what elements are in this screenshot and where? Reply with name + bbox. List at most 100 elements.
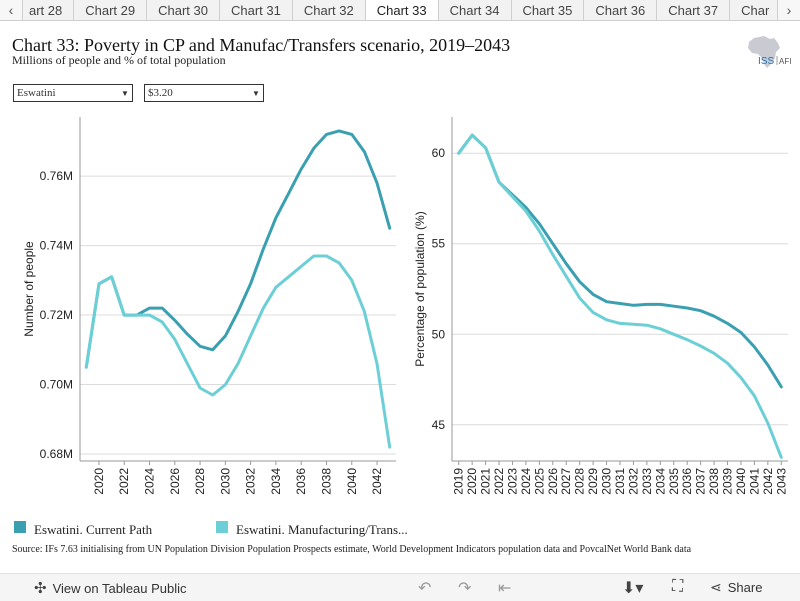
x-tick-label: 2025 [532,468,546,495]
x-tick-label: 2019 [452,468,466,495]
tab-chart-34[interactable]: Chart 34 [438,0,512,20]
x-tick-label: 2026 [168,468,182,495]
x-tick-label: 2031 [613,468,627,495]
download-icon[interactable]: ⬇▾ [622,580,644,597]
x-tick-label: 2040 [734,468,748,495]
legend-label-manufacturing: Eswatini. Manufacturing/Trans... [236,522,408,537]
x-tick-label: 2033 [640,468,654,495]
x-tick-label: 2042 [370,468,384,495]
tab-bar: ‹ art 28 Chart 29 Chart 30 Chart 31 Char… [0,0,800,21]
x-tick-label: 2020 [465,468,479,495]
legend-manufacturing[interactable]: Eswatini. Manufacturing/Trans... [216,512,408,538]
tab-scroll-right-icon[interactable]: › [777,0,800,20]
tab-chart-30[interactable]: Chart 30 [147,0,220,20]
chart-subtitle: Millions of people and % of total popula… [12,53,226,67]
x-tick-label: 2038 [319,468,333,495]
y-tick-label: 0.70M [40,378,73,392]
x-tick-label: 2034 [269,468,283,495]
x-tick-label: 2028 [573,468,587,495]
legend-swatch-current-path [14,521,26,533]
view-on-tableau-public-link[interactable]: ✣ View on Tableau Public [34,579,187,597]
country-dropdown[interactable]: Eswatini ▼ [13,84,133,102]
tab-chart-35[interactable]: Chart 35 [511,0,585,20]
x-tick-label: 2032 [626,468,640,495]
chart-population-percent: 45 50 55 60 2019 2020 2021 2022 2023 2024 2025 2026… [413,117,788,495]
y-tick-label: 55 [432,237,446,251]
x-tick-label: 2024 [519,468,533,495]
poverty-line-dropdown[interactable]: $3.20 ▼ [144,84,264,102]
x-tick-label: 2040 [345,468,359,495]
logo-afi-text: AFI [779,57,791,66]
tab-chart-37[interactable]: Chart 37 [657,0,731,20]
x-tick-label: 2022 [117,468,131,495]
series-line-current-path[interactable] [84,129,392,369]
series-line-current-path[interactable] [457,133,783,389]
x-tick-label: 2020 [92,468,106,495]
africa-map-icon [748,36,780,68]
y-axis-title: Number of people [22,241,36,337]
tab-chart-33[interactable]: Chart 33 [365,0,439,20]
x-tick-label: 2024 [143,468,157,495]
x-tick-label: 2032 [244,468,258,495]
tab-list: art 28 Chart 29 Chart 30 Chart 31 Chart … [23,0,779,20]
tab-chart-31[interactable]: Chart 31 [220,0,293,20]
x-tick-label: 2036 [680,468,694,495]
logo-iss-text: ISS [758,56,774,67]
x-tick-label: 2035 [667,468,681,495]
legend-swatch-manufacturing [216,521,228,533]
x-tick-label: 2029 [586,468,600,495]
tab-chart-38[interactable]: Char [730,0,779,20]
chart-people-count: 0.68M 0.70M 0.72M 0.74M 0.76M 2020 2022 2024 202… [22,117,396,495]
chart-title: Chart 33: Poverty in CP and Manufac/Tran… [12,35,511,55]
x-tick-label: 2039 [721,468,735,495]
chevron-down-icon: ▼ [121,88,129,98]
x-tick-label: 2021 [479,468,493,495]
y-tick-label: 60 [432,146,446,160]
y-tick-label: 0.74M [40,239,73,253]
legend-label-current-path: Eswatini. Current Path [34,522,153,537]
y-tick-label: 0.76M [40,169,73,183]
y-tick-label: 0.68M [40,447,73,461]
x-tick-label: 2030 [218,468,232,495]
tab-chart-28[interactable]: art 28 [23,0,75,20]
x-tick-label: 2042 [761,468,775,495]
x-tick-label: 2034 [653,468,667,495]
tableau-logo-icon: ✣ [34,580,47,597]
y-axis-title: Percentage of population (%) [413,211,427,366]
share-button[interactable]: ⋖ Share [710,579,762,596]
tab-chart-29[interactable]: Chart 29 [74,0,148,20]
tableau-toolbar: ✣ View on Tableau Public ↶ ↷ ⇤ ⬇▾ ⛶ ⋖ Sh… [0,573,800,601]
fullscreen-icon[interactable]: ⛶ [672,578,684,595]
y-tick-label: 0.72M [40,308,73,322]
x-tick-label: 2027 [559,468,573,495]
tab-chart-36[interactable]: Chart 36 [584,0,658,20]
legend-current-path[interactable]: Eswatini. Current Path [14,512,152,538]
share-icon: ⋖ [710,579,722,595]
y-tick-label: 50 [432,327,446,341]
source-note: Source: IFs 7.63 initialising from UN Po… [12,544,692,555]
x-tick-label: 2041 [747,468,761,495]
x-tick-label: 2023 [505,468,519,495]
tab-scroll-left-icon[interactable]: ‹ [0,0,23,20]
series-line-manufacturing[interactable] [457,133,783,459]
undo-icon[interactable]: ↶ [418,580,432,597]
x-tick-label: 2022 [492,468,506,495]
series-line-manufacturing[interactable] [84,254,392,449]
poverty-line-dropdown-value: $3.20 [148,87,173,99]
tab-chart-32[interactable]: Chart 32 [292,0,366,20]
x-tick-label: 2038 [707,468,721,495]
x-tick-label: 2028 [193,468,207,495]
x-tick-label: 2036 [294,468,308,495]
x-tick-label: 2030 [600,468,614,495]
share-label: Share [727,580,763,595]
country-dropdown-value: Eswatini [17,87,56,99]
revert-icon[interactable]: ⇤ [498,580,512,597]
x-tick-label: 2026 [546,468,560,495]
redo-icon[interactable]: ↷ [458,580,472,597]
y-tick-label: 45 [432,418,446,432]
x-tick-label: 2043 [774,468,788,495]
x-tick-label: 2037 [694,468,708,495]
view-on-tableau-public-label: View on Tableau Public [52,580,187,596]
chevron-down-icon: ▼ [252,88,260,98]
